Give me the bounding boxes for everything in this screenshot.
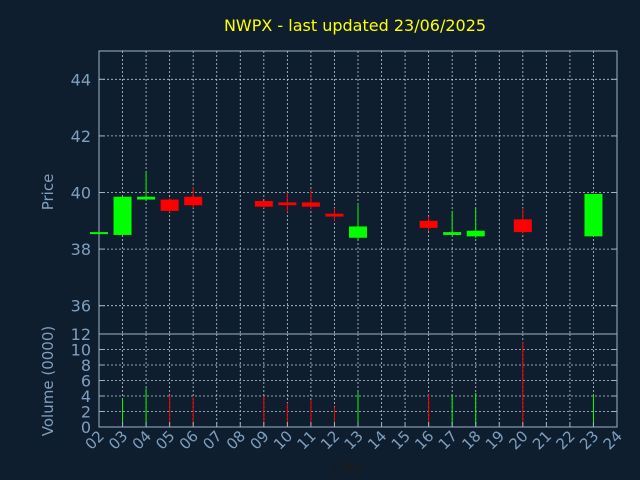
candle-body <box>113 196 132 235</box>
price-tick-label: 38 <box>71 240 91 259</box>
x-tick-label: 15 <box>388 427 414 453</box>
x-tick-label: 14 <box>364 427 390 453</box>
price-tick-label: 40 <box>71 184 91 203</box>
x-tick-label: 09 <box>246 427 272 453</box>
x-tick-label: 19 <box>482 427 508 453</box>
x-tick-label: 06 <box>176 427 202 453</box>
candle-body <box>325 213 344 217</box>
x-tick-label: 20 <box>505 427 531 453</box>
candle-body <box>90 232 108 235</box>
x-tick-label: 12 <box>317 427 343 453</box>
x-tick-label: 18 <box>458 427 484 453</box>
x-tick-label: 05 <box>152 427 178 453</box>
volume-tick-label: 2 <box>81 403 91 422</box>
price-axis-label: Price <box>39 174 57 211</box>
x-tick-label: 22 <box>553 427 579 453</box>
candle-body <box>466 230 485 237</box>
candle-body <box>301 202 320 207</box>
candle-body <box>584 193 603 237</box>
candle-body <box>419 220 438 228</box>
volume-tick-label: 12 <box>71 325 91 344</box>
volume-tick-label: 6 <box>81 372 91 391</box>
candle-body <box>184 196 203 206</box>
x-tick-label: 03 <box>105 427 131 453</box>
price-panel: 36 38 40 42 44 <box>71 50 618 335</box>
candle-body <box>443 232 462 235</box>
x-tick-label: 21 <box>529 427 555 453</box>
x-tick-label: 10 <box>270 427 296 453</box>
volume-axis-label: Volume (0000) <box>39 326 57 436</box>
x-tick-label: 04 <box>129 427 155 453</box>
price-tick-label: 44 <box>71 70 91 89</box>
candle-body <box>137 196 156 200</box>
candle-body <box>349 226 367 238</box>
volume-tick-label: 8 <box>81 356 91 375</box>
price-tick-label: 36 <box>71 297 91 316</box>
x-tick-label: 08 <box>223 427 249 453</box>
candle-body <box>278 202 297 206</box>
volume-tick-label: 10 <box>71 341 91 360</box>
x-tick-label: 23 <box>576 427 602 453</box>
candle-body <box>160 199 179 211</box>
x-tick-label: 16 <box>411 427 437 453</box>
chart-title: NWPX - last updated 23/06/2025 <box>224 16 486 35</box>
x-tick-label: 17 <box>435 427 461 453</box>
x-tick-label: 07 <box>199 427 225 453</box>
x-tick-label: 24 <box>600 427 626 453</box>
volume-tick-label: 0 <box>81 418 91 437</box>
candle-body <box>254 200 273 207</box>
x-tick-label: 11 <box>294 427 320 453</box>
x-axis-label: Day <box>333 458 363 476</box>
volume-tick-label: 4 <box>81 387 91 406</box>
price-tick-label: 42 <box>71 127 91 146</box>
x-tick-label: 13 <box>341 427 367 453</box>
candle-body <box>513 219 532 233</box>
